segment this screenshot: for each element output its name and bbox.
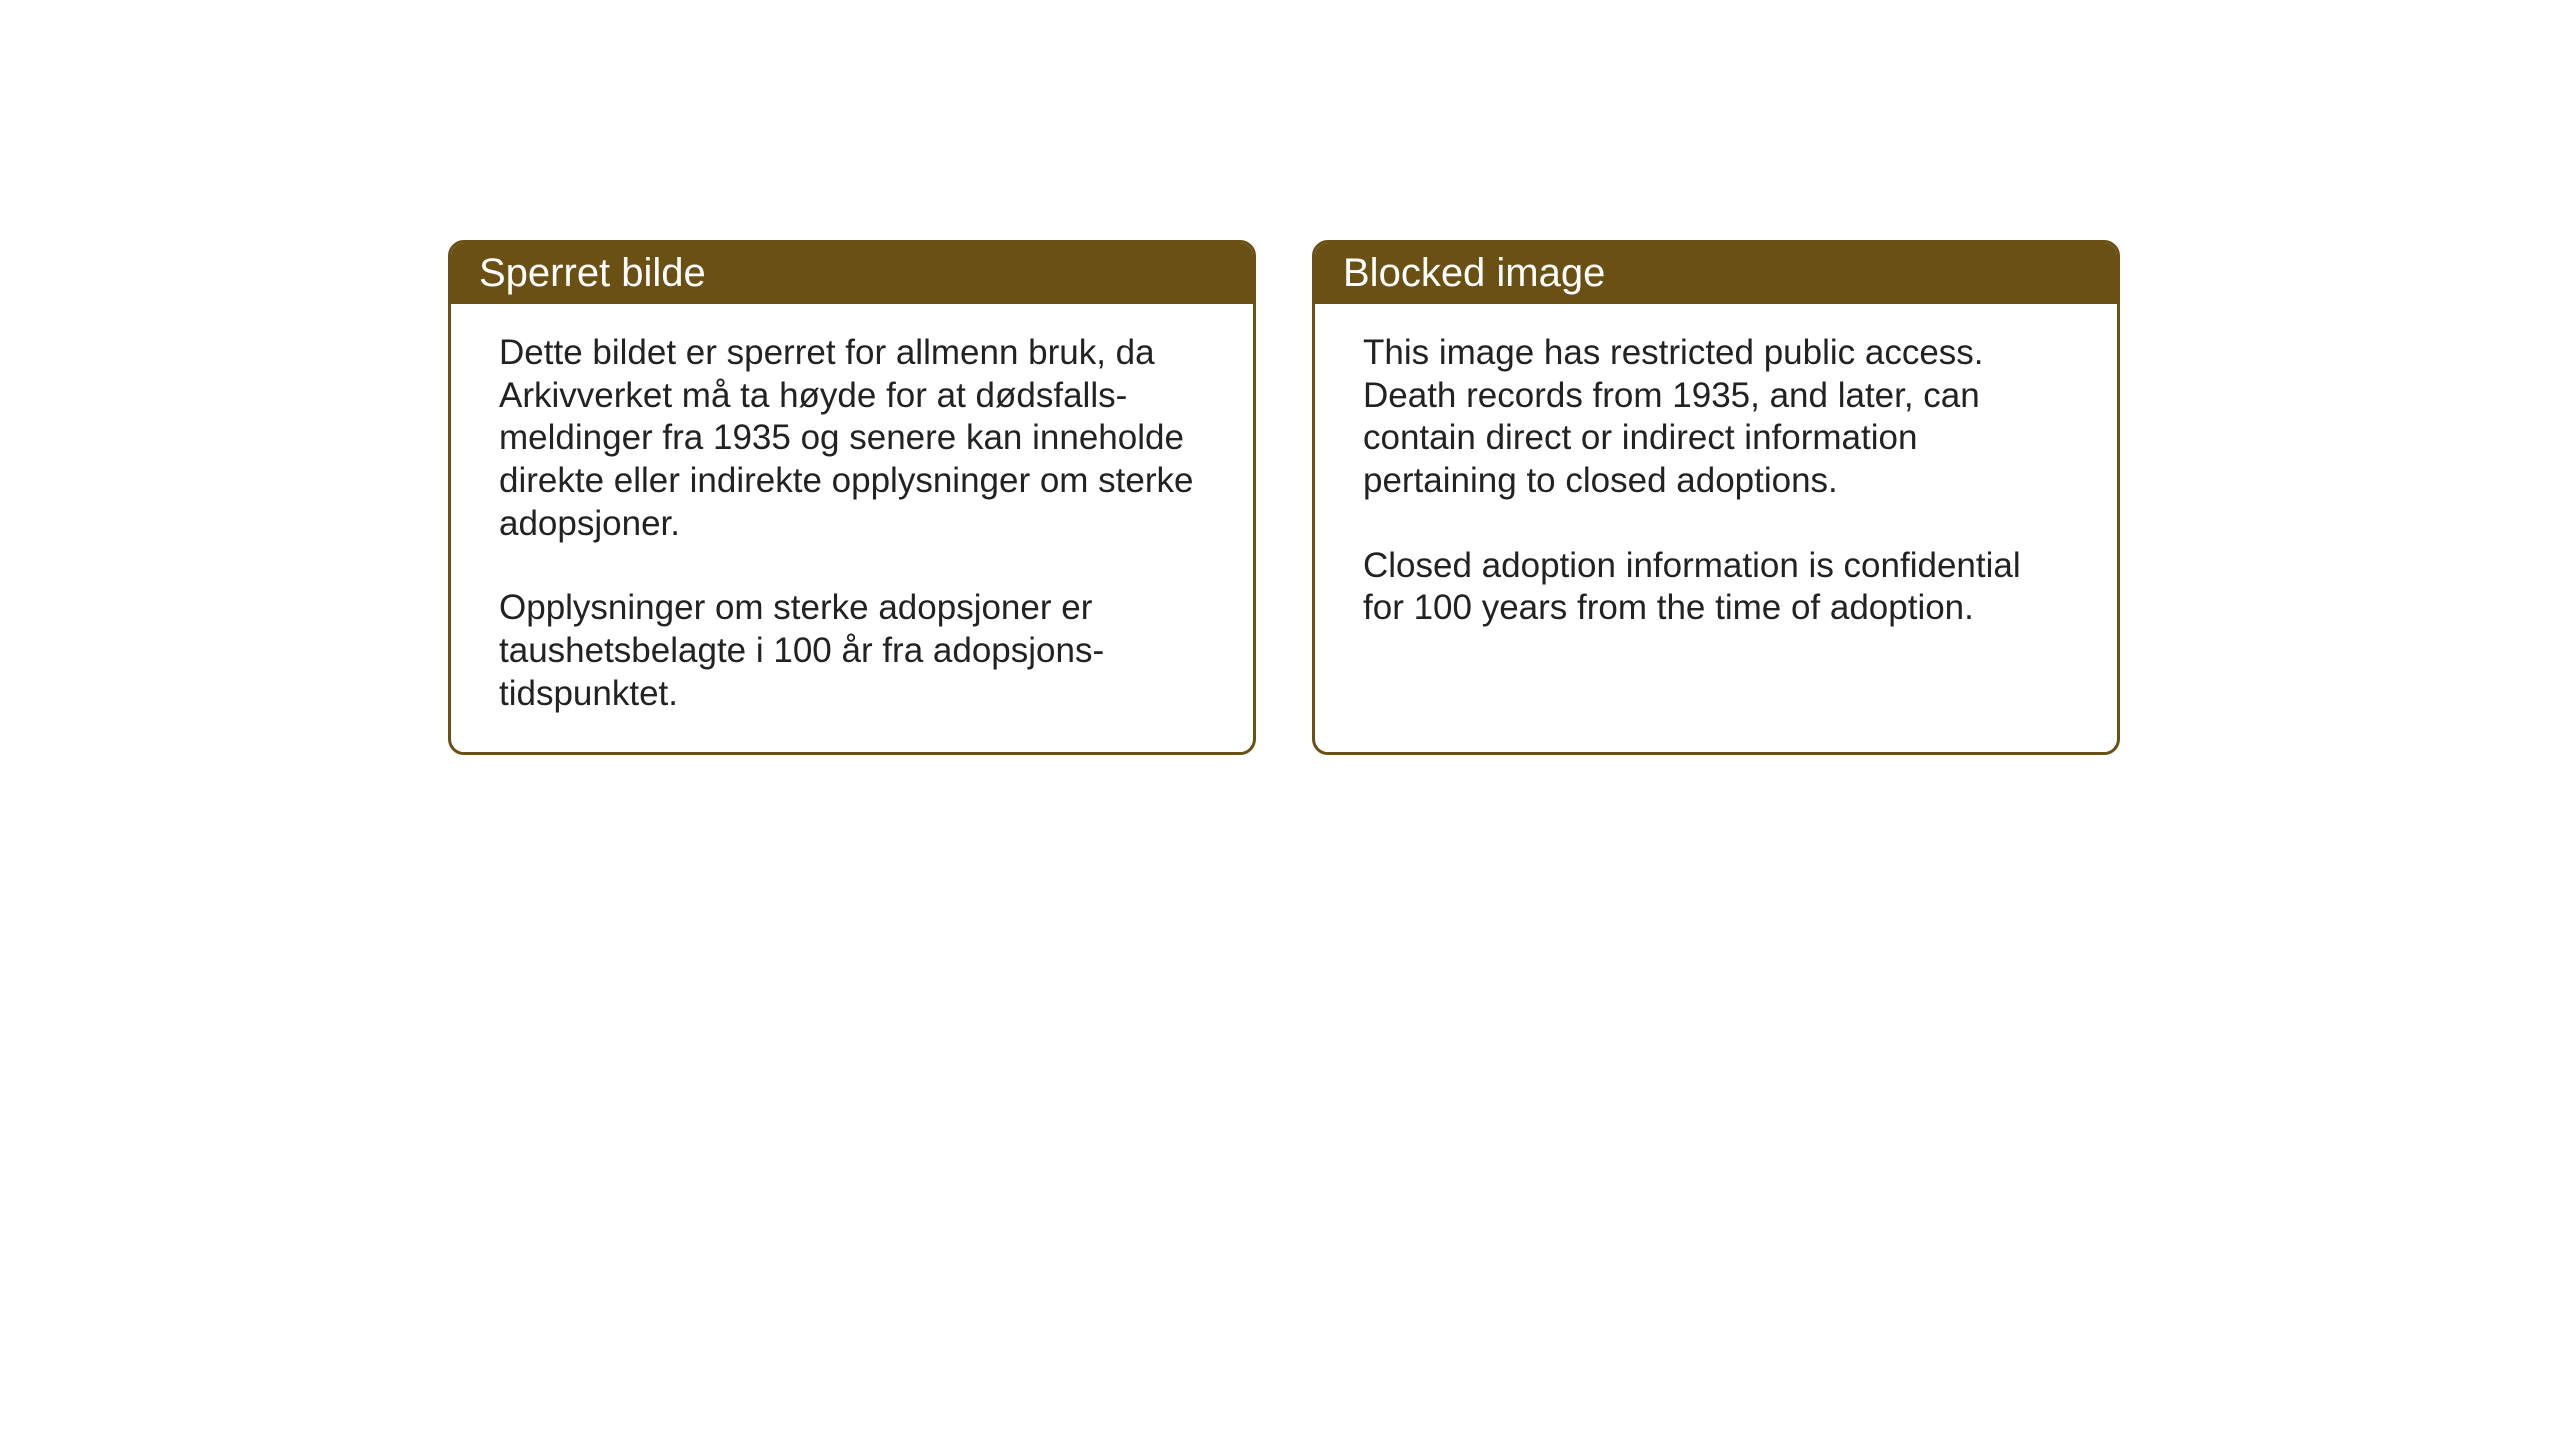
card-body-norwegian: Dette bildet er sperret for allmenn bruk… (451, 304, 1253, 752)
card-paragraph-1-english: This image has restricted public access.… (1363, 332, 2069, 503)
notice-card-english: Blocked image This image has restricted … (1312, 240, 2120, 755)
card-title-norwegian: Sperret bilde (479, 251, 706, 295)
card-header-norwegian: Sperret bilde (451, 243, 1253, 304)
notice-container: Sperret bilde Dette bildet er sperret fo… (448, 240, 2120, 755)
card-header-english: Blocked image (1315, 243, 2117, 304)
notice-card-norwegian: Sperret bilde Dette bildet er sperret fo… (448, 240, 1256, 755)
card-title-english: Blocked image (1343, 251, 1605, 295)
card-body-english: This image has restricted public access.… (1315, 304, 2117, 734)
card-paragraph-1-norwegian: Dette bildet er sperret for allmenn bruk… (499, 332, 1205, 545)
card-paragraph-2-english: Closed adoption information is confident… (1363, 545, 2069, 630)
card-paragraph-2-norwegian: Opplysninger om sterke adopsjoner er tau… (499, 587, 1205, 715)
